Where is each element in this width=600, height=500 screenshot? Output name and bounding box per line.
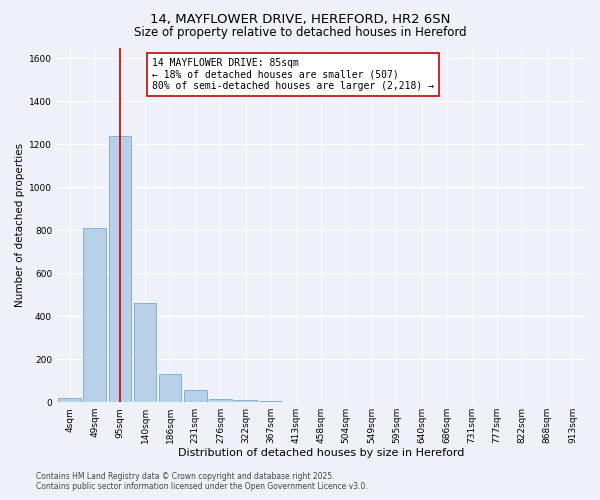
Bar (234, 400, 257, 402)
Text: Contains HM Land Registry data © Crown copyright and database right 2025.
Contai: Contains HM Land Registry data © Crown c… (36, 472, 368, 491)
Bar (134, 303, 157, 402)
X-axis label: Distribution of detached houses by size in Hereford: Distribution of detached houses by size … (178, 448, 464, 458)
Bar (109, 136, 131, 402)
Text: 14, MAYFLOWER DRIVE, HEREFORD, HR2 6SN: 14, MAYFLOWER DRIVE, HEREFORD, HR2 6SN (150, 12, 450, 26)
Bar (58, 398, 81, 402)
Bar (83, 228, 106, 402)
Y-axis label: Number of detached properties: Number of detached properties (15, 142, 25, 307)
Bar (184, 390, 206, 402)
Text: 14 MAYFLOWER DRIVE: 85sqm
← 18% of detached houses are smaller (507)
80% of semi: 14 MAYFLOWER DRIVE: 85sqm ← 18% of detac… (152, 58, 434, 92)
Bar (159, 374, 181, 402)
Text: Size of property relative to detached houses in Hereford: Size of property relative to detached ho… (134, 26, 466, 39)
Bar (209, 399, 232, 402)
